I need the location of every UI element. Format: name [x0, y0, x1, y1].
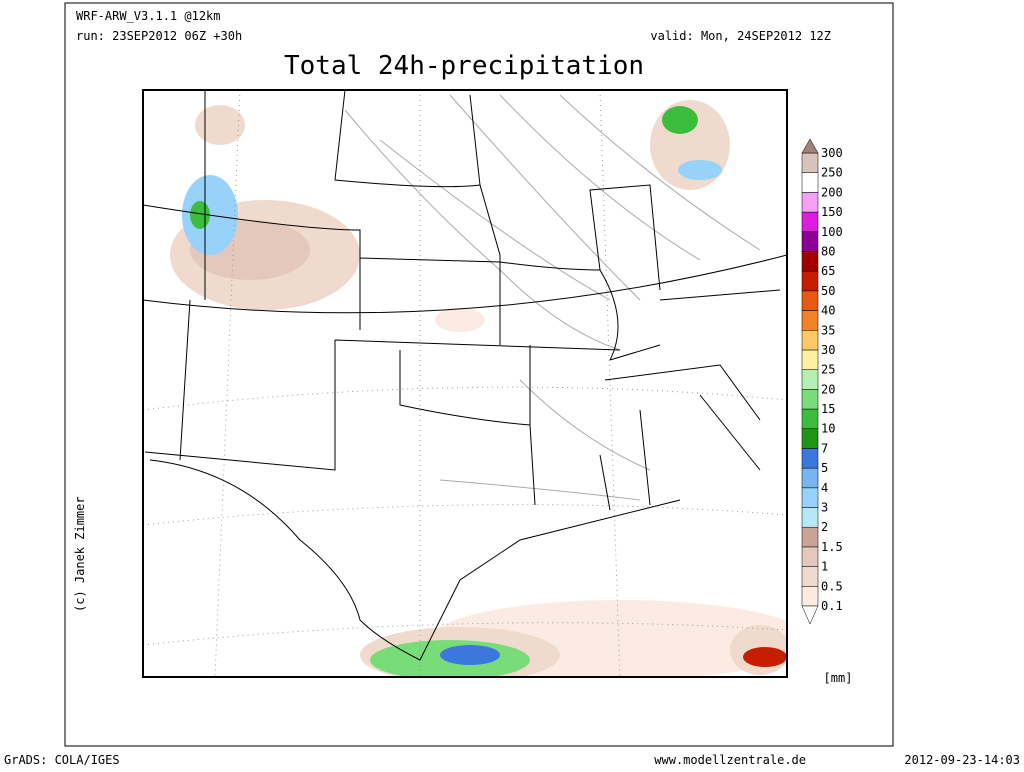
color-box: [801, 310, 819, 331]
level-label: 2: [821, 520, 828, 534]
level-label: 20: [821, 382, 835, 396]
level-label: 5: [821, 461, 828, 475]
color-box: [801, 290, 819, 311]
map: [142, 89, 788, 678]
color-box: [801, 526, 819, 548]
level-label: 3: [821, 501, 828, 515]
level-label: 0.1: [821, 599, 843, 613]
level-label: 80: [821, 244, 835, 258]
color-box: [801, 251, 819, 272]
level-label: 25: [821, 363, 835, 377]
level-label: 7: [821, 441, 828, 455]
over-triangle: [801, 138, 819, 154]
level-label: 200: [821, 185, 843, 199]
color-box: [801, 211, 819, 233]
under-triangle: [801, 605, 819, 625]
color-box: [801, 586, 819, 607]
graticule: [143, 90, 787, 677]
level-label: 100: [821, 225, 843, 239]
valid-label: valid: Mon, 24SEP2012 12Z: [650, 29, 831, 43]
color-box: [801, 231, 819, 252]
level-label: 40: [821, 304, 835, 318]
level-label: 50: [821, 284, 835, 298]
color-box: [801, 369, 819, 390]
copyright: (c) Janek Zimmer: [73, 496, 87, 612]
level-label: 30: [821, 343, 835, 357]
level-label: 4: [821, 481, 828, 495]
unit-label: [mm]: [824, 671, 853, 685]
color-box: [801, 467, 819, 489]
level-label: 15: [821, 402, 835, 416]
color-box: [801, 152, 819, 173]
color-box: [801, 349, 819, 370]
borders: [143, 90, 787, 661]
color-box: [801, 330, 819, 351]
precipitation: [170, 100, 787, 677]
level-label: 150: [821, 205, 843, 219]
website-label: www.modellzentrale.de: [654, 753, 806, 767]
level-label: 35: [821, 323, 835, 337]
color-box: [801, 448, 819, 469]
run-label: run: 23SEP2012 06Z +30h: [76, 29, 242, 43]
level-label: 1.5: [821, 540, 843, 554]
color-box: [801, 428, 819, 449]
model-label: WRF-ARW_V3.1.1 @12km: [76, 9, 221, 23]
colorbar: 0.1 0.5 1 1.5 2 3 4 5 7 10 15 20 25 30 35 40 50 65 80 100 15…: [801, 138, 843, 625]
color-box: [801, 546, 819, 567]
map-frame: [142, 89, 788, 678]
level-label: 0.5: [821, 579, 843, 593]
timestamp-label: 2012-09-23-14:03: [904, 753, 1020, 767]
level-label: 1: [821, 560, 828, 574]
color-box: [801, 566, 819, 587]
color-box: [801, 270, 819, 292]
map-title: Total 24h-precipitation: [284, 51, 644, 81]
color-box: [801, 408, 819, 429]
color-box: [801, 487, 819, 508]
color-box: [801, 172, 819, 193]
level-label: 300: [821, 146, 843, 160]
color-box: [801, 507, 819, 528]
level-label: 250: [821, 166, 843, 180]
software-label: GrADS: COLA/IGES: [4, 753, 120, 767]
color-box: [801, 389, 819, 410]
level-label: 65: [821, 264, 835, 278]
color-box: [801, 192, 819, 213]
level-label: 10: [821, 422, 835, 436]
